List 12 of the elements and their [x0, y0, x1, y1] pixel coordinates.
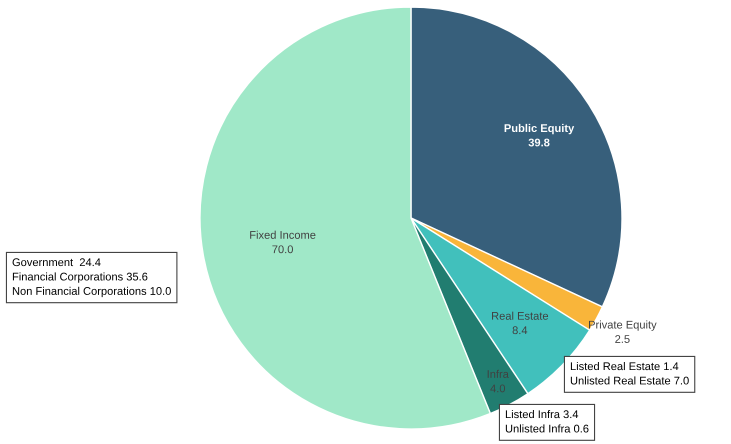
- slice-label: Infra: [488, 370, 509, 378]
- slice-label: Public Equity: [504, 124, 574, 134]
- data-label: 4.0: [490, 384, 506, 392]
- slice-label: Real Estate: [492, 312, 548, 320]
- data-label: 70.0: [272, 245, 293, 254]
- data-label: 8.4: [512, 326, 528, 334]
- data-label: 2.5: [615, 335, 630, 343]
- data-label: 39.8: [528, 138, 550, 146]
- text: Listed Real Estate 1.4 Unlisted Real Estate 7.0: [570, 362, 689, 385]
- text: Government 24.4 Financial Corporations 35.6 Non Financial Corporations 10.0: [12, 258, 171, 298]
- text: Listed Infra 3.4 Unlisted Infra 0.6: [506, 410, 589, 433]
- slice-label: Fixed Income: [250, 230, 316, 239]
